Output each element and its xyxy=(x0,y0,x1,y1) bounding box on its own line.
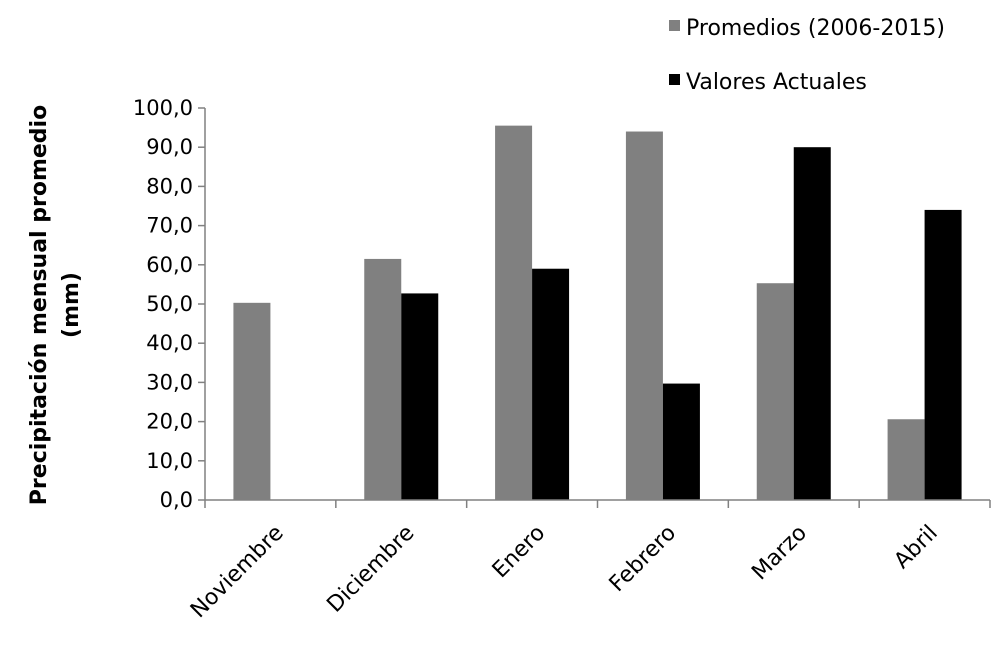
legend-swatch xyxy=(669,74,680,85)
x-tick-label: Noviembre xyxy=(186,521,289,624)
bar-actuales xyxy=(924,209,962,501)
bar-promedios xyxy=(364,258,402,500)
y-tick-label: 30,0 xyxy=(146,370,193,394)
y-tick-label: 50,0 xyxy=(146,292,193,316)
y-axis-label: Precipitación mensual promedio (mm) xyxy=(27,105,84,505)
x-tick-label: Abril xyxy=(890,521,943,574)
y-tick-label: 40,0 xyxy=(146,331,193,355)
bar-promedios xyxy=(495,125,533,500)
x-axis: Noviembre Diciembre Enero Febrero Marzo Abril xyxy=(186,499,991,624)
y-tick-label: 90,0 xyxy=(146,135,193,159)
y-axis: 0,0 10,0 20,0 30,0 40,0 50,0 60,0 70,0 80,0 90,0 1… xyxy=(133,96,206,512)
bar-actuales xyxy=(532,268,570,500)
bar-actuales xyxy=(401,293,439,500)
x-tick-label: Marzo xyxy=(747,521,812,586)
legend-label: Promedios (2006-2015) xyxy=(686,16,945,41)
bars xyxy=(233,125,962,501)
bar-actuales xyxy=(793,147,831,500)
y-tick-label: 10,0 xyxy=(146,449,193,473)
legend: Promedios (2006-2015) Valores Actuales xyxy=(669,16,945,95)
bar-promedios xyxy=(756,283,794,500)
bar-promedios xyxy=(887,419,925,500)
y-tick-label: 60,0 xyxy=(146,253,193,277)
y-axis-label-line2: (mm) xyxy=(59,272,84,338)
y-axis-label-line1: Precipitación mensual promedio xyxy=(27,105,52,505)
y-tick-label: 20,0 xyxy=(146,410,193,434)
y-tick-label: 100,0 xyxy=(133,96,193,120)
legend-swatch xyxy=(669,20,680,31)
x-tick-label: Febrero xyxy=(605,521,681,597)
bar-actuales xyxy=(662,383,700,500)
y-tick-label: 70,0 xyxy=(146,214,193,238)
bar-promedios xyxy=(233,302,271,500)
x-tick-label: Enero xyxy=(488,521,551,584)
legend-label: Valores Actuales xyxy=(686,70,867,95)
x-tick-label: Diciembre xyxy=(322,521,419,618)
y-tick-label: 0,0 xyxy=(160,488,193,512)
y-tick-label: 80,0 xyxy=(146,174,193,198)
bar-promedios xyxy=(625,131,663,500)
